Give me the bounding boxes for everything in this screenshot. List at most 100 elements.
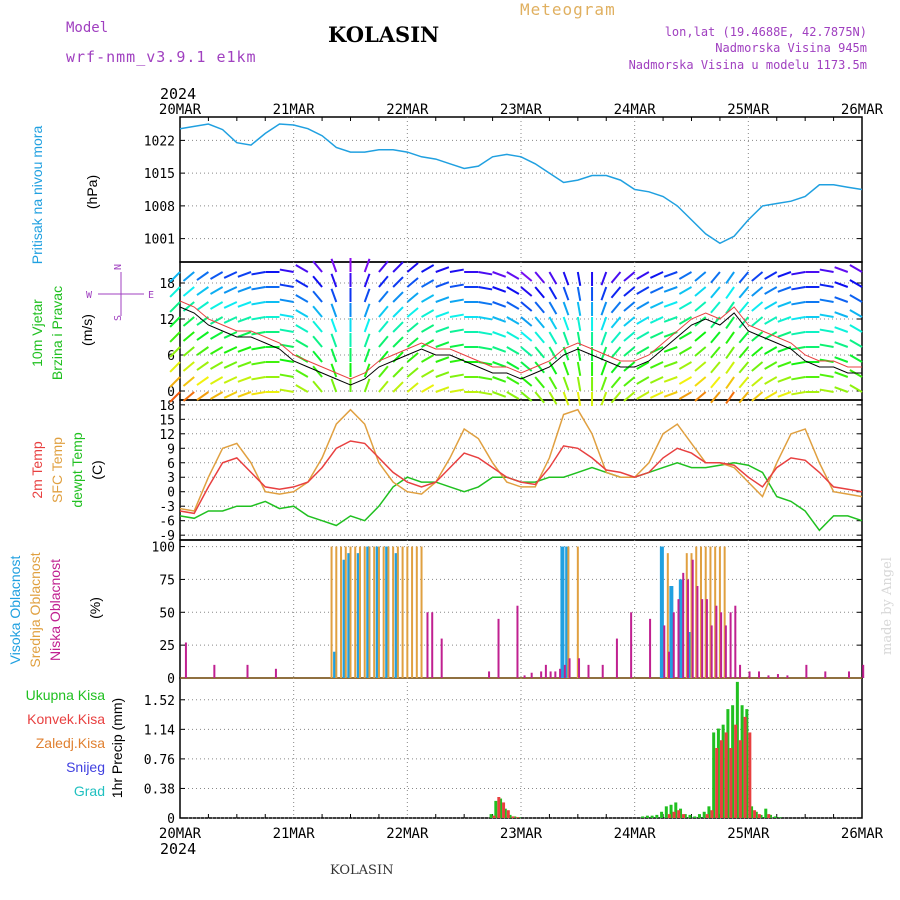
cloud-bar-0 [342,559,347,678]
wind-barb [478,301,493,306]
wind-barb [478,316,493,321]
date-label-top: 21MAR [273,102,316,118]
wind-barb [449,268,464,273]
wind-barb [251,346,266,351]
wind-barb [210,331,224,340]
cloud-bar-2 [724,625,727,678]
date-label-top: 22MAR [386,102,429,118]
precip-bar-0 [503,808,507,818]
cloud-bar-1 [340,546,343,678]
precip-bar-0 [513,816,517,818]
wind-barb [520,316,533,327]
precip-bar-1 [719,740,723,818]
precip-bar-0 [731,705,735,818]
wind-barb [378,305,389,318]
wind-barb [791,391,806,396]
wind-barb [392,261,404,273]
wind-barb [663,301,678,308]
wind-barb [363,333,371,348]
precip-bar-0 [683,814,687,818]
wind-barb [663,286,678,293]
wind-barb [392,336,404,348]
compass-north: N [113,264,124,270]
wind-barb [710,286,721,299]
wind-barb [251,316,266,321]
wind-barb [435,296,450,303]
cloud-bar-2 [559,668,562,678]
temperature-ytick-label: 0 [167,486,175,501]
precip-bar-0 [750,806,754,818]
wind-barb [223,271,238,279]
precip-bar-1 [705,814,709,818]
wind-barb [764,301,778,310]
wind-barb [520,391,533,402]
wind-barb [623,361,636,372]
wind-barb [182,376,195,387]
wind-barb [279,373,294,378]
pressure-ylabel: Pritisak na nivou mora [29,126,45,265]
cloud-bar-1 [709,546,712,678]
wind-barb [196,316,209,326]
cloud-bar-1 [718,546,721,678]
wind-barb [610,301,622,314]
precip-bar-0 [679,808,683,818]
wind-barb [492,271,507,278]
wind-barb [169,316,181,328]
precip-legend-item: Snijeg [66,759,105,775]
wind-barb [251,361,266,366]
wind-barb [834,281,849,288]
cloud-bar-2 [847,671,850,678]
wind-barb [562,301,570,316]
wind-barb [449,388,464,393]
wind-barb [791,301,806,306]
wind-barb [777,376,792,383]
cloud-bar-2 [578,658,581,678]
wind-barb [534,391,545,404]
wind-barb [610,271,622,284]
precip-bar-1 [672,811,676,818]
wind-barb [449,328,464,333]
temperature-ytick-label: 12 [159,428,175,443]
wind-barb [694,271,707,282]
cloud-bar-2 [739,664,742,678]
wind-barb [678,391,693,400]
wind-gust-line [179,300,862,380]
wind-barb [610,316,622,329]
wind-barb [295,279,309,288]
wind-ytick-label: 0 [167,385,175,400]
cloud-bar-2 [497,618,500,678]
cloud-bar-1 [420,546,423,678]
precip-bar-1 [677,810,681,818]
wind-barb [237,331,252,338]
wind-barb [738,331,750,344]
wind-barb [548,271,558,285]
wind-barb [600,286,608,301]
wind-barb [636,361,650,370]
cloud-bar-2 [563,664,566,678]
precip-bar-0 [693,816,697,818]
date-label-bottom: 22MAR [386,826,429,842]
temperature-ytick-label: -9 [159,529,175,544]
cloud-bar-2 [663,625,666,678]
wind-barb [791,316,806,321]
wind-barb [378,260,389,273]
wind-barb [392,291,404,303]
precip-bar-0 [669,804,673,818]
wind-barb [330,378,338,393]
wind-barb [251,286,266,291]
wind-barb [506,316,520,325]
cloud-bar-1 [382,546,385,678]
wind-barb [636,301,650,310]
precip-bar-0 [688,814,692,818]
wind-barb [378,290,389,303]
wind-barb [819,388,834,393]
wind-barb [534,301,545,314]
wind-barb [506,361,520,370]
precip-bar-1 [516,817,520,818]
wind-barb [663,271,678,278]
clouds-ytick-label: 0 [167,672,175,687]
precip-bar-0 [645,815,649,818]
wind-barb [363,258,371,273]
wind-barb [223,346,238,354]
wind-barb [435,371,450,378]
